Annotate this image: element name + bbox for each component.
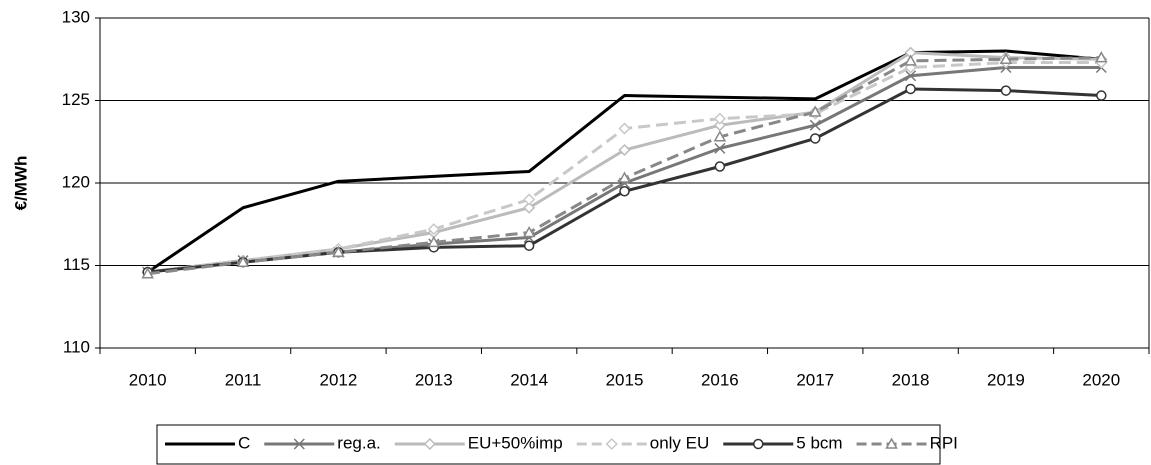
data-point	[714, 142, 726, 154]
data-point	[523, 193, 536, 206]
data-point	[808, 105, 822, 117]
legend-marker	[423, 437, 436, 451]
data-point	[618, 122, 631, 135]
legend-label: C	[238, 433, 250, 452]
data-point	[904, 54, 917, 66]
legend-marker	[885, 437, 898, 449]
data-point	[427, 235, 441, 248]
data-point	[236, 255, 250, 267]
x-tick-label: 2015	[606, 370, 644, 389]
data-point	[618, 143, 631, 157]
y-tick-label: 115	[63, 255, 90, 274]
x-tick-label: 2012	[319, 370, 357, 389]
data-point	[523, 240, 535, 251]
y-axis-label: €/MWh	[11, 156, 30, 211]
data-point	[1000, 85, 1012, 96]
data-point	[332, 245, 345, 258]
legend-marker	[605, 437, 618, 451]
data-point	[1095, 51, 1108, 63]
data-point	[713, 112, 726, 125]
legend-label: EU+50%imp	[468, 433, 563, 452]
legend-marker	[753, 438, 764, 450]
x-tick-label: 2013	[415, 370, 453, 389]
data-point	[713, 130, 727, 142]
legend-label: RPI	[930, 433, 958, 452]
data-point	[809, 133, 821, 144]
x-tick-label: 2010	[129, 370, 167, 389]
y-tick-label: 130	[62, 7, 90, 26]
data-point	[523, 201, 536, 214]
legend-marker	[293, 438, 305, 450]
legend-label: only EU	[650, 433, 710, 452]
x-tick-label: 2019	[987, 370, 1025, 389]
x-tick-label: 2017	[796, 370, 834, 389]
series-line	[147, 61, 1102, 274]
x-tick-label: 2020	[1082, 370, 1120, 389]
data-point	[905, 70, 917, 82]
data-point	[1096, 90, 1107, 101]
data-point	[999, 52, 1013, 64]
x-tick-label: 2018	[892, 370, 930, 389]
y-tick-label: 125	[62, 90, 90, 109]
data-point	[427, 223, 440, 236]
series-line	[147, 66, 1102, 274]
legend-label: reg.a.	[337, 433, 380, 452]
data-point	[905, 83, 916, 95]
x-tick-label: 2014	[510, 370, 548, 389]
y-tick-label: 110	[63, 337, 90, 356]
data-point	[618, 171, 631, 183]
data-point	[713, 119, 726, 132]
series-line	[147, 51, 1102, 274]
series-line	[146, 49, 1102, 274]
x-tick-label: 2016	[701, 370, 739, 389]
legend-label: 5 bcm	[796, 433, 842, 452]
data-point	[714, 161, 726, 172]
data-point	[141, 267, 154, 279]
x-tick-label: 2011	[225, 370, 262, 389]
y-tick-label: 120	[62, 172, 90, 191]
data-point	[522, 225, 536, 238]
data-point	[809, 119, 821, 131]
data-point	[619, 186, 630, 197]
